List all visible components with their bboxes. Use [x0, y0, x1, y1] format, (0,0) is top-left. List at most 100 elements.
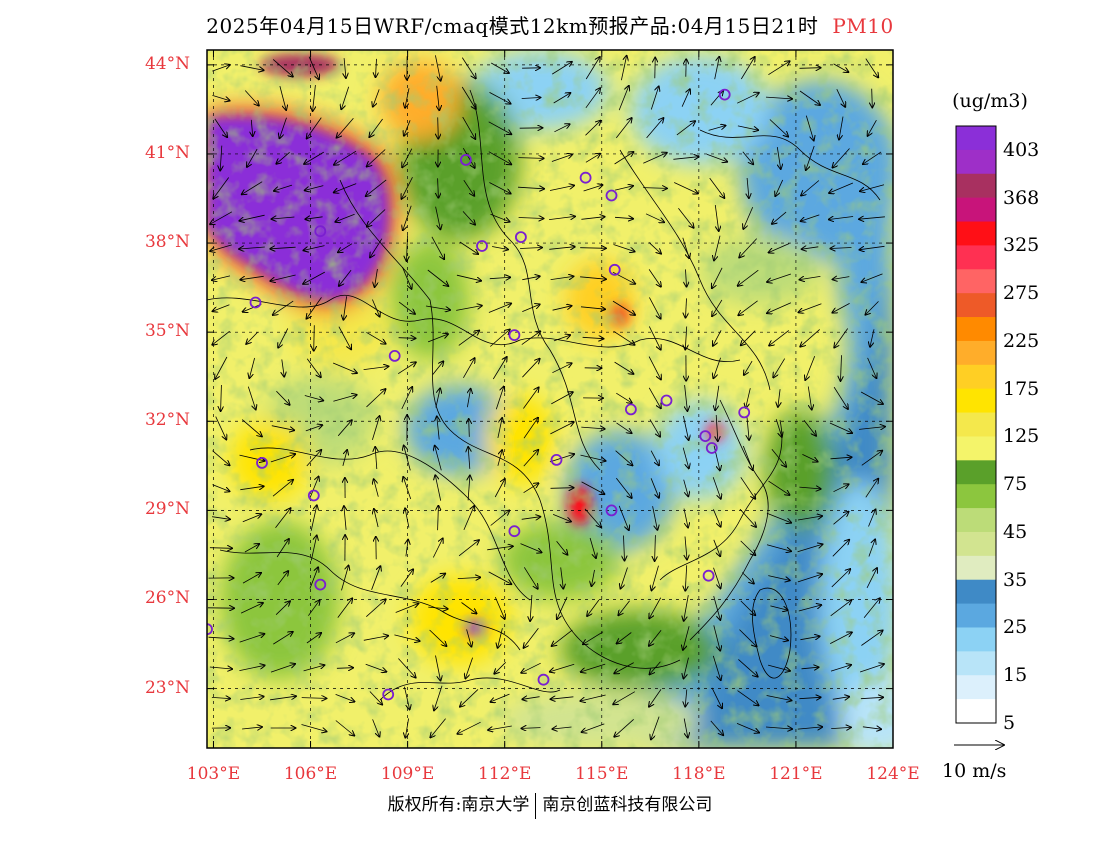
- colorbar-label: 368: [1003, 186, 1040, 209]
- city-markers: [207, 88, 751, 701]
- wind-vector: [652, 506, 658, 530]
- wind-vector: [737, 690, 759, 706]
- wind-vector: [798, 605, 821, 612]
- wind-vector: [397, 362, 416, 375]
- wind-vector: [404, 446, 411, 471]
- wind-vector: [303, 271, 325, 284]
- wind-vector: [495, 387, 503, 410]
- wind-vector: [438, 178, 439, 197]
- wind-vector: [614, 217, 633, 218]
- wind-vector: [833, 277, 850, 280]
- wind-vector: [456, 306, 482, 311]
- wind-vector: [743, 206, 754, 229]
- wind-vector: [210, 211, 233, 224]
- colorbar-swatch: [956, 603, 996, 628]
- wind-vector: [306, 450, 321, 467]
- city-marker: [579, 171, 592, 184]
- wind-vector: [740, 600, 755, 615]
- wind-vector: [239, 665, 264, 671]
- wind-vector: [682, 447, 689, 469]
- wind-vector: [492, 357, 506, 380]
- wind-vector: [240, 486, 263, 491]
- wind-vector: [585, 88, 600, 109]
- wind-vector: [618, 86, 629, 111]
- wind-vector: [462, 147, 474, 168]
- wind-vector: [335, 694, 355, 701]
- wind-vector: [522, 728, 541, 729]
- wind-vector: [278, 328, 289, 347]
- wind-vector: [624, 535, 625, 561]
- colorbar-swatch: [956, 699, 996, 724]
- wind-vector: [304, 151, 325, 164]
- wind-vector: [801, 667, 819, 669]
- wind-vector: [242, 727, 262, 729]
- concentration-field: [207, 50, 893, 748]
- wind-vector: [462, 116, 476, 139]
- colorbar-label: 5: [1003, 712, 1016, 734]
- wind-vector: [461, 57, 475, 79]
- wind-vector: [797, 516, 822, 521]
- wind-vector: [406, 540, 408, 557]
- wind-vector: [463, 179, 474, 196]
- wind-vector: [461, 602, 477, 614]
- city-marker: [702, 569, 715, 582]
- wind-vector: [459, 241, 478, 254]
- colorbar-swatch: [956, 675, 996, 700]
- wind-vector: [767, 302, 792, 313]
- wind-vector: [833, 148, 850, 168]
- wind-vector: [581, 217, 604, 220]
- wind-vector: [550, 488, 574, 489]
- wind-vector: [212, 450, 230, 466]
- city-marker: [382, 688, 395, 701]
- wind-vector: [521, 662, 541, 673]
- city-marker: [605, 189, 618, 202]
- wind-vector: [713, 625, 720, 650]
- wind-vector: [220, 145, 222, 171]
- wind-vector: [309, 477, 318, 500]
- wind-vector: [301, 724, 327, 732]
- wind-vector: [435, 475, 442, 501]
- wind-vector: [621, 567, 628, 589]
- wind-vector: [456, 274, 481, 281]
- wind-vector: [332, 362, 357, 373]
- wind-vector: [550, 422, 573, 435]
- lon-label: 112°E: [478, 764, 532, 784]
- wind-vector: [863, 598, 880, 618]
- footer-divider: [535, 792, 537, 819]
- wind-vector: [244, 544, 259, 553]
- wind-vector: [648, 269, 661, 286]
- wind-vector: [766, 695, 792, 701]
- wind-vector: [337, 118, 354, 137]
- wind-vector: [649, 297, 660, 318]
- wind-vector: [806, 145, 815, 170]
- colorbar-swatch: [956, 388, 996, 414]
- wind-vector: [458, 331, 479, 346]
- wind-vector: [738, 269, 759, 286]
- city-marker: [718, 88, 731, 101]
- wind-vector: [376, 58, 377, 77]
- wind-vector: [333, 395, 356, 402]
- wind-vector: [432, 539, 442, 558]
- wind-vector: [491, 62, 509, 73]
- wind-vector: [768, 61, 789, 76]
- wind-vector: [778, 389, 780, 407]
- footer-company: 南京创蓝科技有限公司: [542, 795, 713, 815]
- wind-vector: [276, 151, 290, 163]
- wind-vector: [859, 427, 885, 430]
- wind-vector: [272, 59, 293, 76]
- wind-vector: [336, 668, 353, 669]
- wind-vector: [403, 205, 412, 230]
- wind-vector: [270, 696, 296, 701]
- wind-vector: [334, 150, 357, 165]
- wind-vector: [209, 667, 232, 669]
- wind-vector: [372, 719, 380, 736]
- wind-vector: [366, 179, 387, 196]
- wind-vector: [648, 326, 660, 349]
- footer-owner: 版权所有:南京大学: [387, 795, 530, 815]
- wind-vector: [363, 636, 388, 641]
- wind-vector: [585, 154, 600, 163]
- province-boundaries: [207, 89, 881, 701]
- wind-vector: [866, 301, 879, 314]
- wind-vector: [742, 151, 753, 164]
- wind-vector: [551, 62, 572, 75]
